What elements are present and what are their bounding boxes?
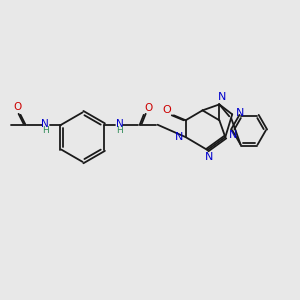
Text: O: O — [145, 103, 153, 113]
Text: N: N — [205, 152, 214, 162]
Text: N: N — [229, 130, 237, 140]
Text: N: N — [175, 132, 183, 142]
Text: O: O — [163, 105, 171, 116]
Text: H: H — [117, 126, 123, 135]
Text: N: N — [236, 108, 244, 118]
Text: N: N — [116, 119, 124, 129]
Text: H: H — [42, 126, 49, 135]
Text: N: N — [41, 119, 49, 129]
Text: O: O — [14, 102, 22, 112]
Text: N: N — [218, 92, 226, 103]
